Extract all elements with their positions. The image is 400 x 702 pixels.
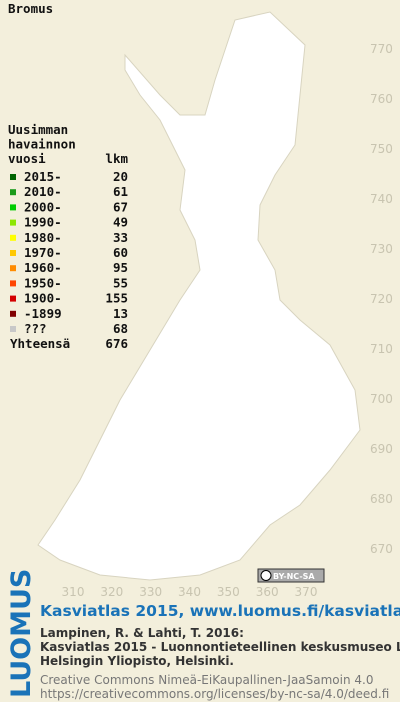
- legend-swatch: [10, 295, 16, 302]
- atlas-link[interactable]: Kasviatlas 2015, www.luomus.fi/kasviatla…: [40, 602, 400, 620]
- y-tick-label: 700: [370, 392, 393, 406]
- legend-heading: vuosi: [8, 151, 46, 166]
- license-line: Creative Commons Nimeä-EiKaupallinen-Jaa…: [40, 673, 374, 687]
- x-tick-label: 350: [217, 585, 240, 599]
- y-tick-label: 770: [370, 42, 393, 56]
- y-tick-label: 680: [370, 492, 393, 506]
- citation-line: Lampinen, R. & Lahti, T. 2016:: [40, 626, 244, 640]
- y-tick-label: 760: [370, 92, 393, 106]
- y-tick-label: 750: [370, 142, 393, 156]
- legend-label: 1900-: [24, 291, 62, 306]
- legend-count: 155: [105, 291, 128, 306]
- legend-swatch: [10, 204, 16, 211]
- y-tick-label: 690: [370, 442, 393, 456]
- legend-label: -1899: [24, 306, 62, 321]
- finland-outline: [37, 11, 361, 581]
- legend-label: 1960-: [24, 260, 62, 275]
- citation-line: Helsingin Yliopisto, Helsinki.: [40, 654, 234, 668]
- legend-count: 68: [113, 321, 128, 336]
- legend-count: 55: [113, 275, 128, 290]
- legend-swatch: [10, 189, 16, 196]
- x-tick-label: 340: [178, 585, 201, 599]
- legend-heading: Uusimman: [8, 122, 68, 137]
- y-tick-label: 730: [370, 242, 393, 256]
- legend-count: 33: [113, 230, 128, 245]
- legend-label: 1970-: [24, 245, 62, 260]
- legend-label: 2015-: [24, 169, 62, 184]
- cc-icon: [260, 570, 272, 581]
- legend-count: 67: [113, 199, 128, 214]
- legend-swatch: [10, 326, 16, 332]
- x-tick-label: 330: [139, 585, 162, 599]
- legend-count: 61: [113, 184, 128, 199]
- legend-label: 1990-: [24, 215, 62, 230]
- y-tick-label: 740: [370, 192, 393, 206]
- axes: 310 320 330 340 350 360 370 670 680 690 700 710 720 7…: [62, 42, 393, 599]
- legend-label: ???: [24, 321, 47, 336]
- legend-count: 49: [113, 215, 128, 230]
- total-label: Yhteensä: [10, 336, 70, 351]
- legend-label: 2000-: [24, 199, 62, 214]
- brand: LUOMUS: [6, 569, 37, 698]
- x-tick-label: 310: [62, 585, 85, 599]
- legend-count: 95: [113, 260, 128, 275]
- total-count: 676: [105, 336, 128, 351]
- x-tick-label: 360: [256, 585, 279, 599]
- legend-swatch: [10, 219, 16, 226]
- badge-text: BY-NC-SA: [273, 572, 315, 581]
- legend-swatch: [10, 250, 16, 256]
- y-tick-label: 670: [370, 542, 393, 556]
- legend-label: 2010-: [24, 184, 62, 199]
- license-line[interactable]: https://creativecommons.org/licenses/by-…: [40, 687, 389, 701]
- x-tick-label: 320: [100, 585, 123, 599]
- legend-label: 1950-: [24, 275, 62, 290]
- legend-swatch: [10, 234, 16, 241]
- legend-count: 60: [113, 245, 128, 260]
- count-header: lkm: [105, 151, 128, 166]
- legend-swatch: [10, 265, 16, 272]
- species-title: Bromus: [8, 1, 53, 16]
- license-badge: BY-NC-SA: [257, 568, 325, 583]
- footer: Lampinen, R. & Lahti, T. 2016:Kasviatlas…: [40, 626, 400, 701]
- legend-swatch: [10, 174, 16, 180]
- y-tick-label: 720: [370, 292, 393, 306]
- legend-label: 1980-: [24, 230, 62, 245]
- badge-box: [257, 568, 325, 583]
- x-tick-label: 370: [295, 585, 318, 599]
- y-tick-label: 710: [370, 342, 393, 356]
- legend-count: 20: [113, 169, 128, 184]
- legend-heading: havainnon: [8, 137, 76, 152]
- legend-swatch: [10, 280, 16, 287]
- legend-swatch: [10, 310, 16, 317]
- legend-count: 13: [113, 306, 128, 321]
- citation-line: Kasviatlas 2015 - Luonnontieteellinen ke…: [40, 640, 400, 654]
